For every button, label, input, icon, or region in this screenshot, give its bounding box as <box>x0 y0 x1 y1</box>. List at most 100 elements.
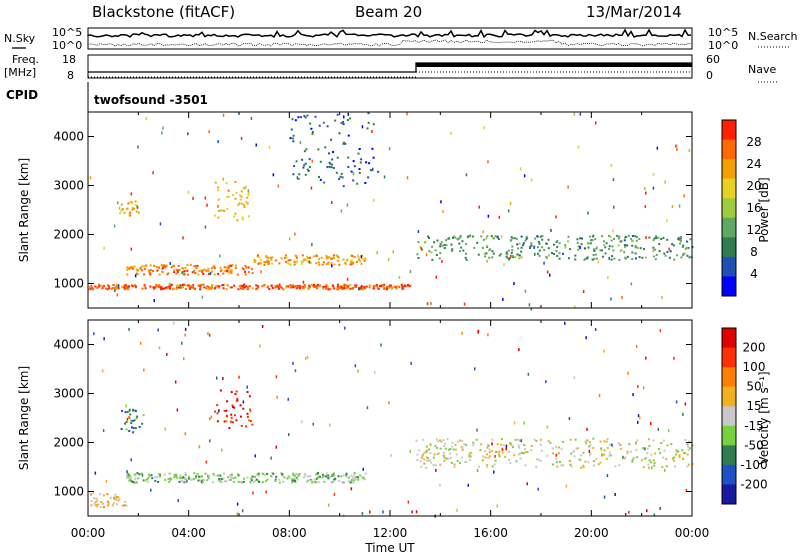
power-pixel <box>522 244 524 247</box>
power-pixel <box>676 148 678 151</box>
vel-pixel <box>329 423 331 427</box>
power-pixel <box>114 289 116 293</box>
power-pixel <box>364 257 367 260</box>
vel-pixel <box>223 472 225 475</box>
power-pixel <box>494 235 497 238</box>
vel-pixel <box>453 463 456 466</box>
power-pixel <box>359 286 362 289</box>
power-pixel <box>303 164 306 167</box>
vel-pixel <box>238 481 241 483</box>
power-pixel <box>129 211 132 214</box>
vel-pixel <box>636 439 639 442</box>
vel-pixel <box>129 478 132 481</box>
power-pixel <box>229 269 232 272</box>
vel-pixel <box>586 427 588 431</box>
vel-pixel <box>488 448 491 451</box>
vel-pixel <box>547 440 550 443</box>
vel-pixel <box>154 479 157 482</box>
vel-pixel <box>513 454 516 457</box>
power-pixel <box>679 242 682 245</box>
power-pixel <box>226 208 229 211</box>
vel-pixel <box>201 475 204 478</box>
power-pixel <box>296 260 299 263</box>
power-pixel <box>452 236 454 239</box>
power-pixel <box>331 158 334 161</box>
power-pixel <box>520 235 523 238</box>
vel-pixel <box>133 473 136 476</box>
power-pixel <box>335 171 338 174</box>
power-pixel <box>155 266 158 268</box>
power-pixel <box>346 259 349 262</box>
vel-pixel <box>640 459 643 462</box>
vel-pixel <box>537 487 539 491</box>
power-pixel <box>134 284 136 287</box>
power-pixel <box>195 264 198 267</box>
power-pixel <box>211 284 214 287</box>
vel-pixel <box>126 411 129 413</box>
vel-pixel <box>519 457 522 460</box>
power-pixel <box>149 272 152 275</box>
power-pixel <box>545 242 548 245</box>
vel-pixel <box>112 504 114 507</box>
power-pixel <box>249 285 252 288</box>
vel-pixel <box>221 448 223 452</box>
vel-pixel <box>486 464 489 467</box>
power-pixel <box>514 255 517 258</box>
power-pixel <box>228 271 231 275</box>
vel-pixel <box>352 481 355 484</box>
vel-pixel <box>177 499 179 503</box>
x-axis-ticks: 00:00 04:00 08:00 12:00 16:00 20:00 00:00 <box>71 526 710 540</box>
vel-pixel <box>197 475 200 478</box>
power-pixel <box>308 284 311 287</box>
vel-pixel <box>275 445 277 449</box>
velocity-panel-frame <box>87 319 693 517</box>
vel-pixel <box>252 491 254 495</box>
vel-pixel <box>218 474 221 477</box>
power-pixel <box>524 239 527 242</box>
freq-tick-high: 18 <box>62 53 76 66</box>
vel-pixel <box>436 446 439 449</box>
power-pixel <box>678 204 681 208</box>
vel-pixel <box>647 463 650 466</box>
power-pixel <box>222 177 224 181</box>
vel-pixel <box>208 474 211 477</box>
power-pixel <box>599 249 602 252</box>
power-pixel <box>309 261 312 264</box>
power-pixel <box>183 273 186 275</box>
vel-pixel <box>102 429 105 433</box>
vel-pixel <box>668 429 670 433</box>
vel-pixel <box>118 498 121 501</box>
vel-pixel <box>636 456 639 459</box>
vel-pixel <box>216 404 219 407</box>
power-pixel <box>340 209 343 213</box>
vel-pixel <box>445 457 448 460</box>
power-pixel <box>671 243 674 246</box>
vel-pixel <box>476 428 478 432</box>
power-pixel <box>241 267 244 270</box>
power-pixel <box>224 270 227 273</box>
power-pixel <box>666 238 669 241</box>
vel-pixel <box>603 449 606 452</box>
power-pixel <box>220 209 223 212</box>
vel-pixel <box>662 456 665 459</box>
vel-pixel <box>477 329 480 333</box>
vel-pixel <box>353 472 356 474</box>
power-pixel <box>307 260 309 263</box>
power-pixel <box>513 282 515 286</box>
power-pixel <box>245 201 248 204</box>
vel-pixel <box>95 505 98 508</box>
power-pixel <box>98 285 101 288</box>
vel-pixel <box>642 386 645 390</box>
power-pixel <box>173 269 176 272</box>
vel-pixel <box>135 417 138 420</box>
vel-pixel <box>163 473 166 476</box>
power-pixel <box>574 258 577 261</box>
power-pixel <box>435 275 437 279</box>
power-pixel <box>513 237 516 240</box>
vel-pixel <box>124 422 126 425</box>
vel-pixel <box>352 475 355 478</box>
vel-pixel <box>555 453 557 457</box>
power-pixel <box>96 286 99 289</box>
vel-pixel <box>254 454 256 458</box>
